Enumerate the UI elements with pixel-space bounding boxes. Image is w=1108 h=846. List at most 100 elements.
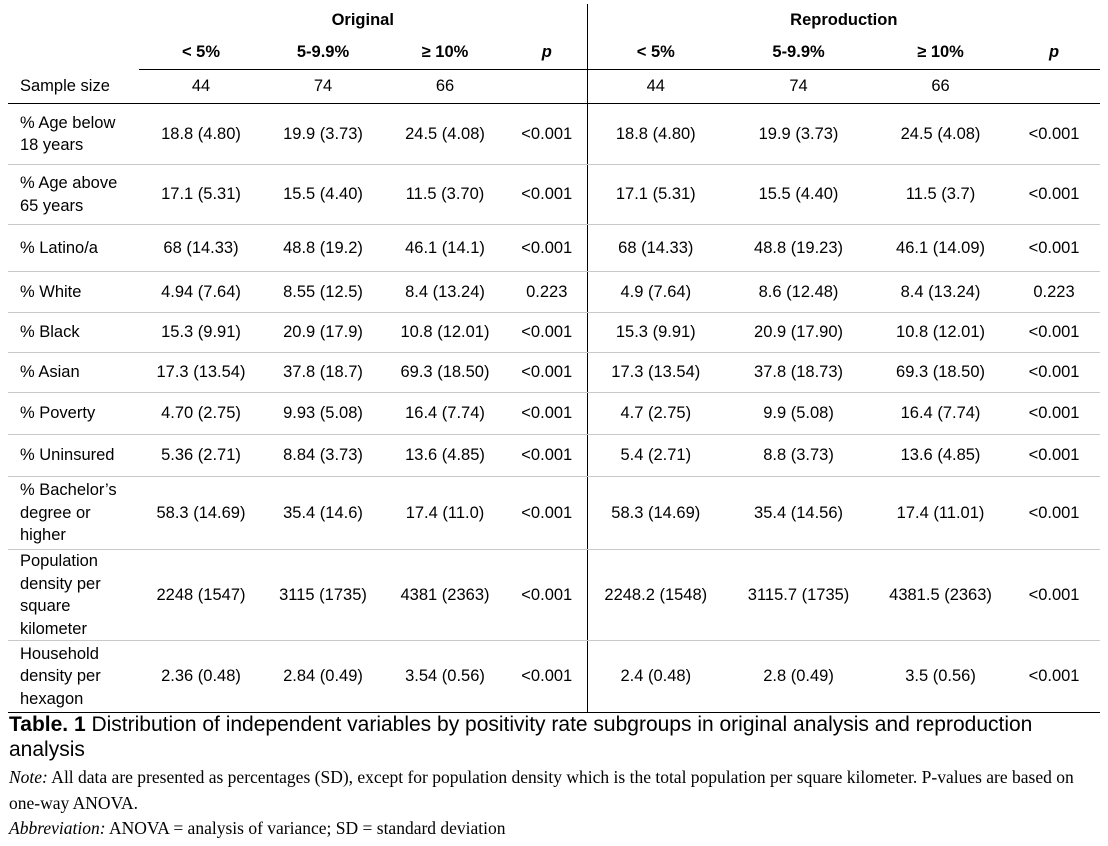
table-cell: 16.4 (7.74) (873, 392, 1009, 435)
table-cell: 11.5 (3.7) (873, 164, 1009, 225)
table-row: Household density per hexagon 2.36 (0.48)… (8, 640, 1101, 713)
table-cell: <0.001 (507, 103, 588, 165)
table-cell: 48.8 (19.2) (263, 224, 383, 272)
table-row: % Bachelor’s degree or higher 58.3 (14.69… (8, 476, 1101, 550)
table-cell: <0.001 (507, 549, 588, 641)
column-header-row: < 5% 5-9.9% ≥ 10% p < 5% 5-9.9% ≥ 10% p (8, 36, 1101, 70)
row-label: % Age below 18 years (8, 103, 139, 165)
table-cell: 19.9 (3.73) (263, 103, 383, 165)
table-cell: 3.5 (0.56) (873, 640, 1009, 713)
table-row: Sample size 44 74 66 44 74 66 (8, 69, 1101, 104)
table-cell: <0.001 (1008, 103, 1101, 165)
table-cell: 17.4 (11.0) (383, 476, 507, 550)
table-cell: <0.001 (507, 352, 588, 393)
table-cell: 15.5 (4.40) (724, 164, 874, 225)
column-header: ≥ 10% (873, 36, 1009, 70)
table-cell: <0.001 (1008, 549, 1101, 641)
table-caption: Table. 1 Distribution of independent var… (9, 712, 1099, 762)
table-cell: 2.84 (0.49) (263, 640, 383, 713)
table-cell: 44 (139, 69, 263, 104)
table-cell: 17.3 (13.54) (586, 352, 725, 393)
table-cell: 8.6 (12.48) (724, 271, 874, 313)
table-cell: <0.001 (507, 164, 588, 225)
table-cell: 37.8 (18.7) (263, 352, 383, 393)
group-header-reproduction: Reproduction (586, 4, 1101, 36)
table-cell: <0.001 (507, 476, 588, 550)
table-cell: 69.3 (18.50) (873, 352, 1009, 393)
data-table: Original Reproduction < 5% 5-9.9% ≥ 10% … (8, 4, 1101, 713)
table-row: % Uninsured 5.36 (2.71) 8.84 (3.73) 13.6 (4… (8, 434, 1101, 477)
table-cell: 2248 (1547) (139, 549, 263, 641)
table-cell: 2.36 (0.48) (139, 640, 263, 713)
table-cell: <0.001 (1008, 476, 1101, 550)
group-header-original: Original (331, 10, 394, 29)
table-cell: 17.1 (5.31) (139, 164, 263, 225)
row-label: % Age above 65 years (8, 164, 139, 225)
column-header-p: p (1008, 36, 1101, 70)
table-row: % Poverty 4.70 (2.75) 9.93 (5.08) 16.4 (7.7… (8, 392, 1101, 435)
table-cell: 3115.7 (1735) (724, 549, 874, 641)
table-cell: 20.9 (17.90) (724, 312, 874, 353)
row-label: % Bachelor’s degree or higher (8, 476, 139, 550)
table-cell: 13.6 (4.85) (873, 434, 1009, 477)
row-label: % Asian (8, 352, 139, 393)
table-cell: <0.001 (507, 224, 588, 272)
table-cell: 2.8 (0.49) (724, 640, 874, 713)
table-note: Note: All data are presented as percenta… (9, 765, 1099, 816)
table-cell: 9.9 (5.08) (724, 392, 874, 435)
abbreviation-label: Abbreviation: (9, 818, 106, 838)
note-text: All data are presented as percentages (S… (9, 767, 1074, 813)
table-cell: <0.001 (1008, 640, 1101, 713)
table-cell: 20.9 (17.9) (263, 312, 383, 353)
table-cell: 66 (873, 69, 1009, 104)
table-cell: 74 (724, 69, 874, 104)
table-cell: <0.001 (507, 312, 588, 353)
table-cell: 9.93 (5.08) (263, 392, 383, 435)
table-cell: 8.4 (13.24) (873, 271, 1009, 313)
column-header: < 5% (139, 36, 263, 70)
table-row: % White 4.94 (7.64) 8.55 (12.5) 8.4 (13.24)… (8, 271, 1101, 313)
table-cell: 5.36 (2.71) (139, 434, 263, 477)
table-row: % Black 15.3 (9.91) 20.9 (17.9) 10.8 (12.01… (8, 312, 1101, 353)
table-cell: 13.6 (4.85) (383, 434, 507, 477)
table-cell: 8.84 (3.73) (263, 434, 383, 477)
table-row: Population density per square kilometer 2… (8, 549, 1101, 641)
table-cell: 4381 (2363) (383, 549, 507, 641)
table-cell: 3.54 (0.56) (383, 640, 507, 713)
table-cell: 4381.5 (2363) (873, 549, 1009, 641)
note-label: Note: (9, 767, 48, 787)
table-cell: 4.70 (2.75) (139, 392, 263, 435)
table-row: % Asian 17.3 (13.54) 37.8 (18.7) 69.3 (18.5… (8, 352, 1101, 393)
table-cell: 68 (14.33) (139, 224, 263, 272)
table-cell: 3115 (1735) (263, 549, 383, 641)
table-cell: 17.4 (11.01) (873, 476, 1009, 550)
table-cell (507, 69, 588, 104)
table-cell: 24.5 (4.08) (873, 103, 1009, 165)
table-cell: 69.3 (18.50) (383, 352, 507, 393)
table-cell: <0.001 (507, 640, 588, 713)
row-label: % Black (8, 312, 139, 353)
table-cell: 66 (383, 69, 507, 104)
row-label: % White (8, 271, 139, 313)
table-cell: 8.8 (3.73) (724, 434, 874, 477)
row-label: Population density per square kilometer (8, 549, 139, 641)
table-cell: 44 (586, 69, 725, 104)
row-label: % Poverty (8, 392, 139, 435)
table-cell: 58.3 (14.69) (586, 476, 725, 550)
corner-cell (8, 36, 139, 70)
table-cell: <0.001 (1008, 312, 1101, 353)
row-label: Household density per hexagon (8, 640, 139, 713)
table-cell: 10.8 (12.01) (383, 312, 507, 353)
table-cell: 11.5 (3.70) (383, 164, 507, 225)
table-cell: 68 (14.33) (586, 224, 725, 272)
table-cell: 35.4 (14.56) (724, 476, 874, 550)
table-cell: 18.8 (4.80) (586, 103, 725, 165)
table-cell: 48.8 (19.23) (724, 224, 874, 272)
table-cell: 4.9 (7.64) (586, 271, 725, 313)
table-cell: 19.9 (3.73) (724, 103, 874, 165)
table-cell: 15.3 (9.91) (139, 312, 263, 353)
table-cell: 8.4 (13.24) (383, 271, 507, 313)
table-row: % Age below 18 years 18.8 (4.80) 19.9 (3.7… (8, 103, 1101, 165)
table-cell: 37.8 (18.73) (724, 352, 874, 393)
table-cell: 58.3 (14.69) (139, 476, 263, 550)
